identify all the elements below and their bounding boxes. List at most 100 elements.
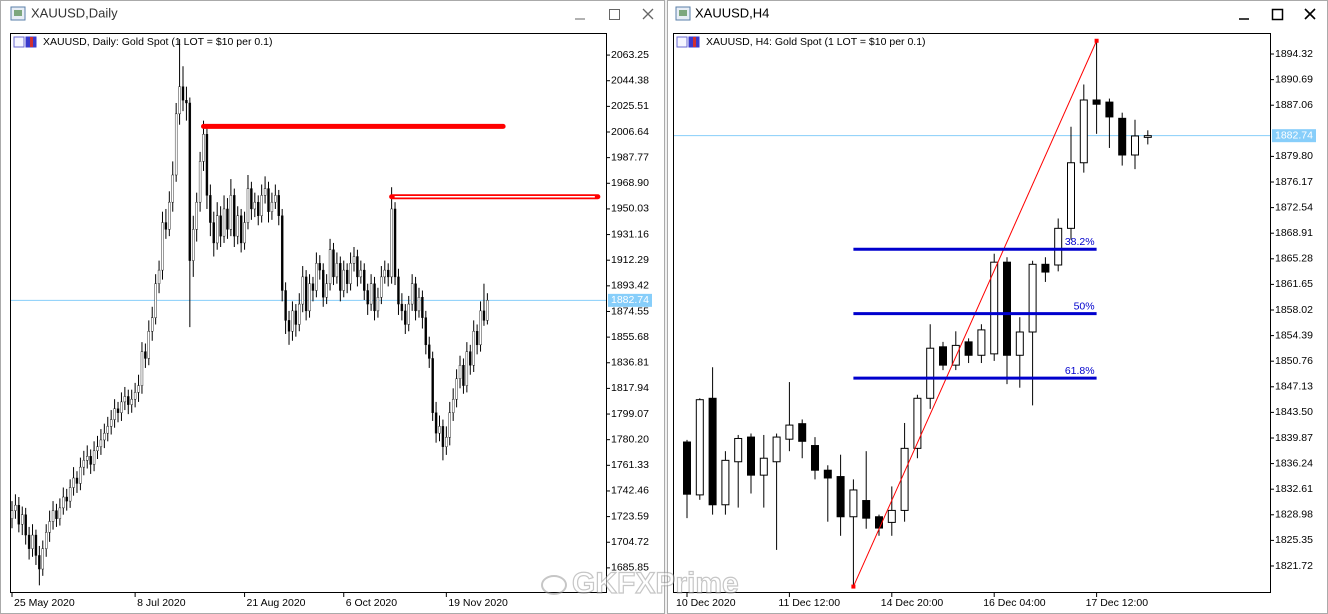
candle-body — [113, 408, 116, 420]
candle-body — [58, 507, 62, 519]
current-price-tag — [1272, 129, 1316, 143]
candle-body — [82, 460, 86, 468]
candle-body — [140, 351, 144, 386]
candle-body — [27, 534, 31, 549]
candle-body — [339, 263, 342, 291]
candle-body — [260, 195, 263, 216]
candle-body — [181, 86, 185, 101]
candle-body — [89, 456, 92, 465]
x-tick-label: 6 Oct 2020 — [346, 597, 398, 609]
candle-body — [212, 222, 215, 244]
y-tick-label: 1894.32 — [1275, 48, 1313, 60]
candle-body — [14, 504, 17, 511]
y-tick-label: 1879.80 — [1275, 150, 1313, 162]
watermark-text: GKFXPrime — [572, 567, 739, 600]
candle-body — [267, 188, 270, 212]
current-price-label: 1882.74 — [611, 294, 649, 306]
y-tick-label: 2006.64 — [611, 126, 649, 138]
candle-body — [1067, 162, 1075, 229]
candle-body — [157, 269, 161, 284]
candle-body — [116, 408, 120, 413]
window-icon — [10, 6, 26, 21]
candle-body — [335, 263, 339, 278]
chart-icon — [676, 36, 688, 48]
candle-body — [257, 201, 260, 216]
y-tick-label: 1893.42 — [611, 280, 649, 292]
candle-body — [133, 392, 137, 400]
candle-body — [836, 476, 845, 518]
candle-body — [233, 195, 236, 237]
y-tick-label: 1874.55 — [611, 305, 649, 317]
close-button[interactable] — [642, 8, 654, 20]
candle-body — [1118, 117, 1127, 156]
candle-body — [154, 283, 157, 318]
y-tick-label: 1828.98 — [1275, 509, 1313, 521]
candle-body — [356, 256, 359, 278]
y-tick-label: 1868.91 — [1275, 227, 1313, 239]
x-tick-label: 10 Dec 2020 — [676, 597, 736, 609]
y-tick-label: 1987.77 — [611, 151, 649, 163]
candle-body — [1028, 263, 1037, 333]
candle-body — [123, 396, 127, 403]
y-tick-label: 2063.25 — [611, 49, 649, 61]
y-tick-label: 1799.07 — [611, 408, 649, 420]
candle-body — [964, 341, 973, 356]
candle-body — [407, 303, 410, 325]
title-bar[interactable] — [668, 1, 1327, 28]
candle-body — [236, 215, 239, 237]
current-price-label: 1882.74 — [1275, 129, 1313, 141]
candle-body — [246, 188, 250, 223]
candle-body — [383, 269, 386, 278]
candle-body — [318, 263, 321, 271]
candle-body — [482, 310, 486, 321]
candle-body — [55, 510, 58, 519]
candle-body — [287, 320, 291, 332]
candle-body — [72, 477, 75, 488]
fibonacci-label: 38.2% — [1065, 236, 1095, 248]
candle-body — [315, 263, 318, 291]
candle-body — [147, 331, 151, 359]
close-button[interactable] — [1304, 8, 1316, 20]
candle-body — [417, 297, 421, 312]
candle-body — [178, 86, 181, 115]
chart-title: XAUUSD, H4: Gold Spot (1 LOT = $10 per 0… — [706, 36, 926, 48]
candle-body — [62, 496, 65, 509]
candle-body — [438, 426, 441, 434]
candle-body — [369, 283, 373, 305]
title-bar[interactable] — [1, 1, 664, 28]
maximize-button[interactable] — [1271, 8, 1284, 21]
maximize-button[interactable] — [609, 9, 620, 20]
y-tick-label: 1704.72 — [611, 536, 649, 548]
chart-icon — [13, 36, 25, 48]
candle-body — [151, 317, 154, 332]
watermark: GKFXPrime — [541, 566, 739, 601]
candle-body — [322, 269, 325, 298]
y-tick-label: 1861.65 — [1275, 278, 1313, 290]
x-tick-label: 11 Dec 12:00 — [778, 597, 840, 609]
candle-body — [759, 457, 768, 476]
candle-body — [332, 249, 335, 278]
candle-body — [342, 269, 345, 291]
y-tick-label: 1850.76 — [1275, 355, 1313, 367]
candle-body — [294, 310, 298, 325]
y-tick-label: 1890.69 — [1275, 73, 1313, 85]
candle-body — [195, 201, 198, 230]
plot-area — [10, 33, 607, 593]
candle-body — [174, 113, 178, 176]
candle-body — [798, 423, 807, 442]
window-title: XAUUSD,H4 — [695, 5, 769, 20]
candle-body — [451, 398, 455, 413]
charts: XAUUSD, Daily: Gold Spot (1 LOT = $10 pe… — [10, 33, 1316, 609]
candle-body — [168, 201, 171, 230]
fibonacci-label: 61.8% — [1065, 365, 1095, 377]
candle-body — [428, 344, 431, 359]
candle-body — [349, 263, 352, 284]
candle-body — [298, 303, 301, 325]
candle-body — [1015, 331, 1024, 356]
candle-body — [455, 378, 458, 400]
candle-body — [188, 102, 192, 261]
y-tick-label: 1723.59 — [611, 510, 649, 522]
candle-body — [10, 510, 14, 519]
candle-body — [1003, 261, 1011, 356]
candle-body — [120, 401, 123, 413]
